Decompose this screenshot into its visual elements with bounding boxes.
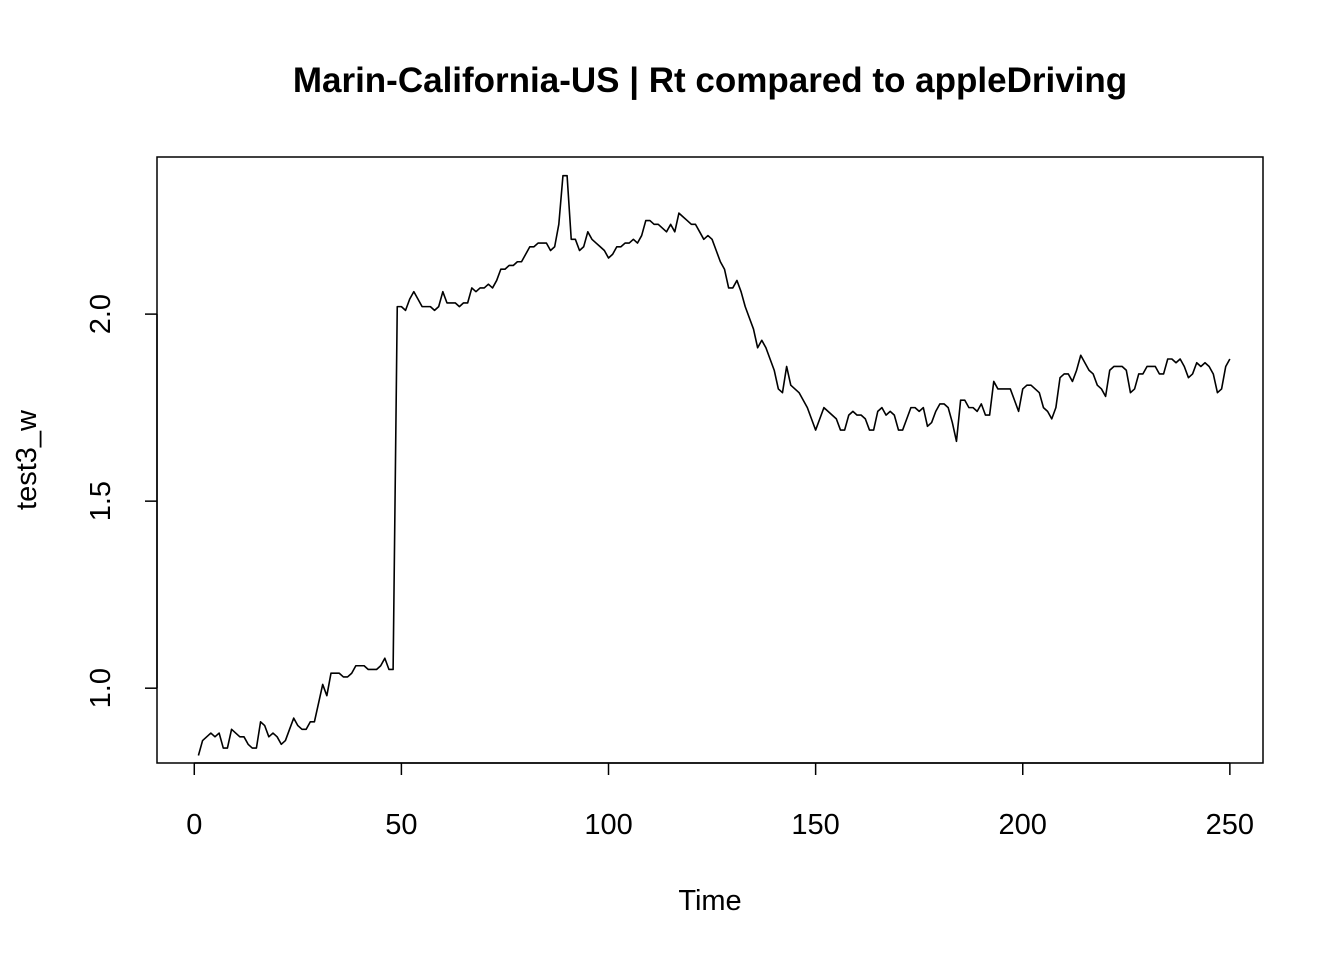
x-tick-label: 200 (999, 809, 1047, 841)
y-axis-label: test3_w (11, 409, 43, 510)
plot-frame (156, 156, 1264, 764)
series-layer (197, 174, 1231, 756)
y-tick-label: 2.0 (85, 294, 117, 334)
x-tick-label: 0 (186, 809, 202, 841)
x-tick-label: 100 (584, 809, 632, 841)
x-axis: 0 50 100 150 200 250 (186, 762, 1254, 841)
x-tick-label: 250 (1206, 809, 1254, 841)
x-tick-label: 50 (385, 809, 417, 841)
chart-title: Marin-California-US | Rt compared to app… (293, 61, 1127, 100)
series-line (197, 174, 1231, 756)
y-axis: 1.0 1.5 2.0 (85, 294, 158, 708)
x-tick-label: 150 (791, 809, 839, 841)
y-tick-label: 1.5 (85, 481, 117, 521)
x-axis-label: Time (678, 885, 741, 917)
y-tick-label: 1.0 (85, 668, 117, 708)
